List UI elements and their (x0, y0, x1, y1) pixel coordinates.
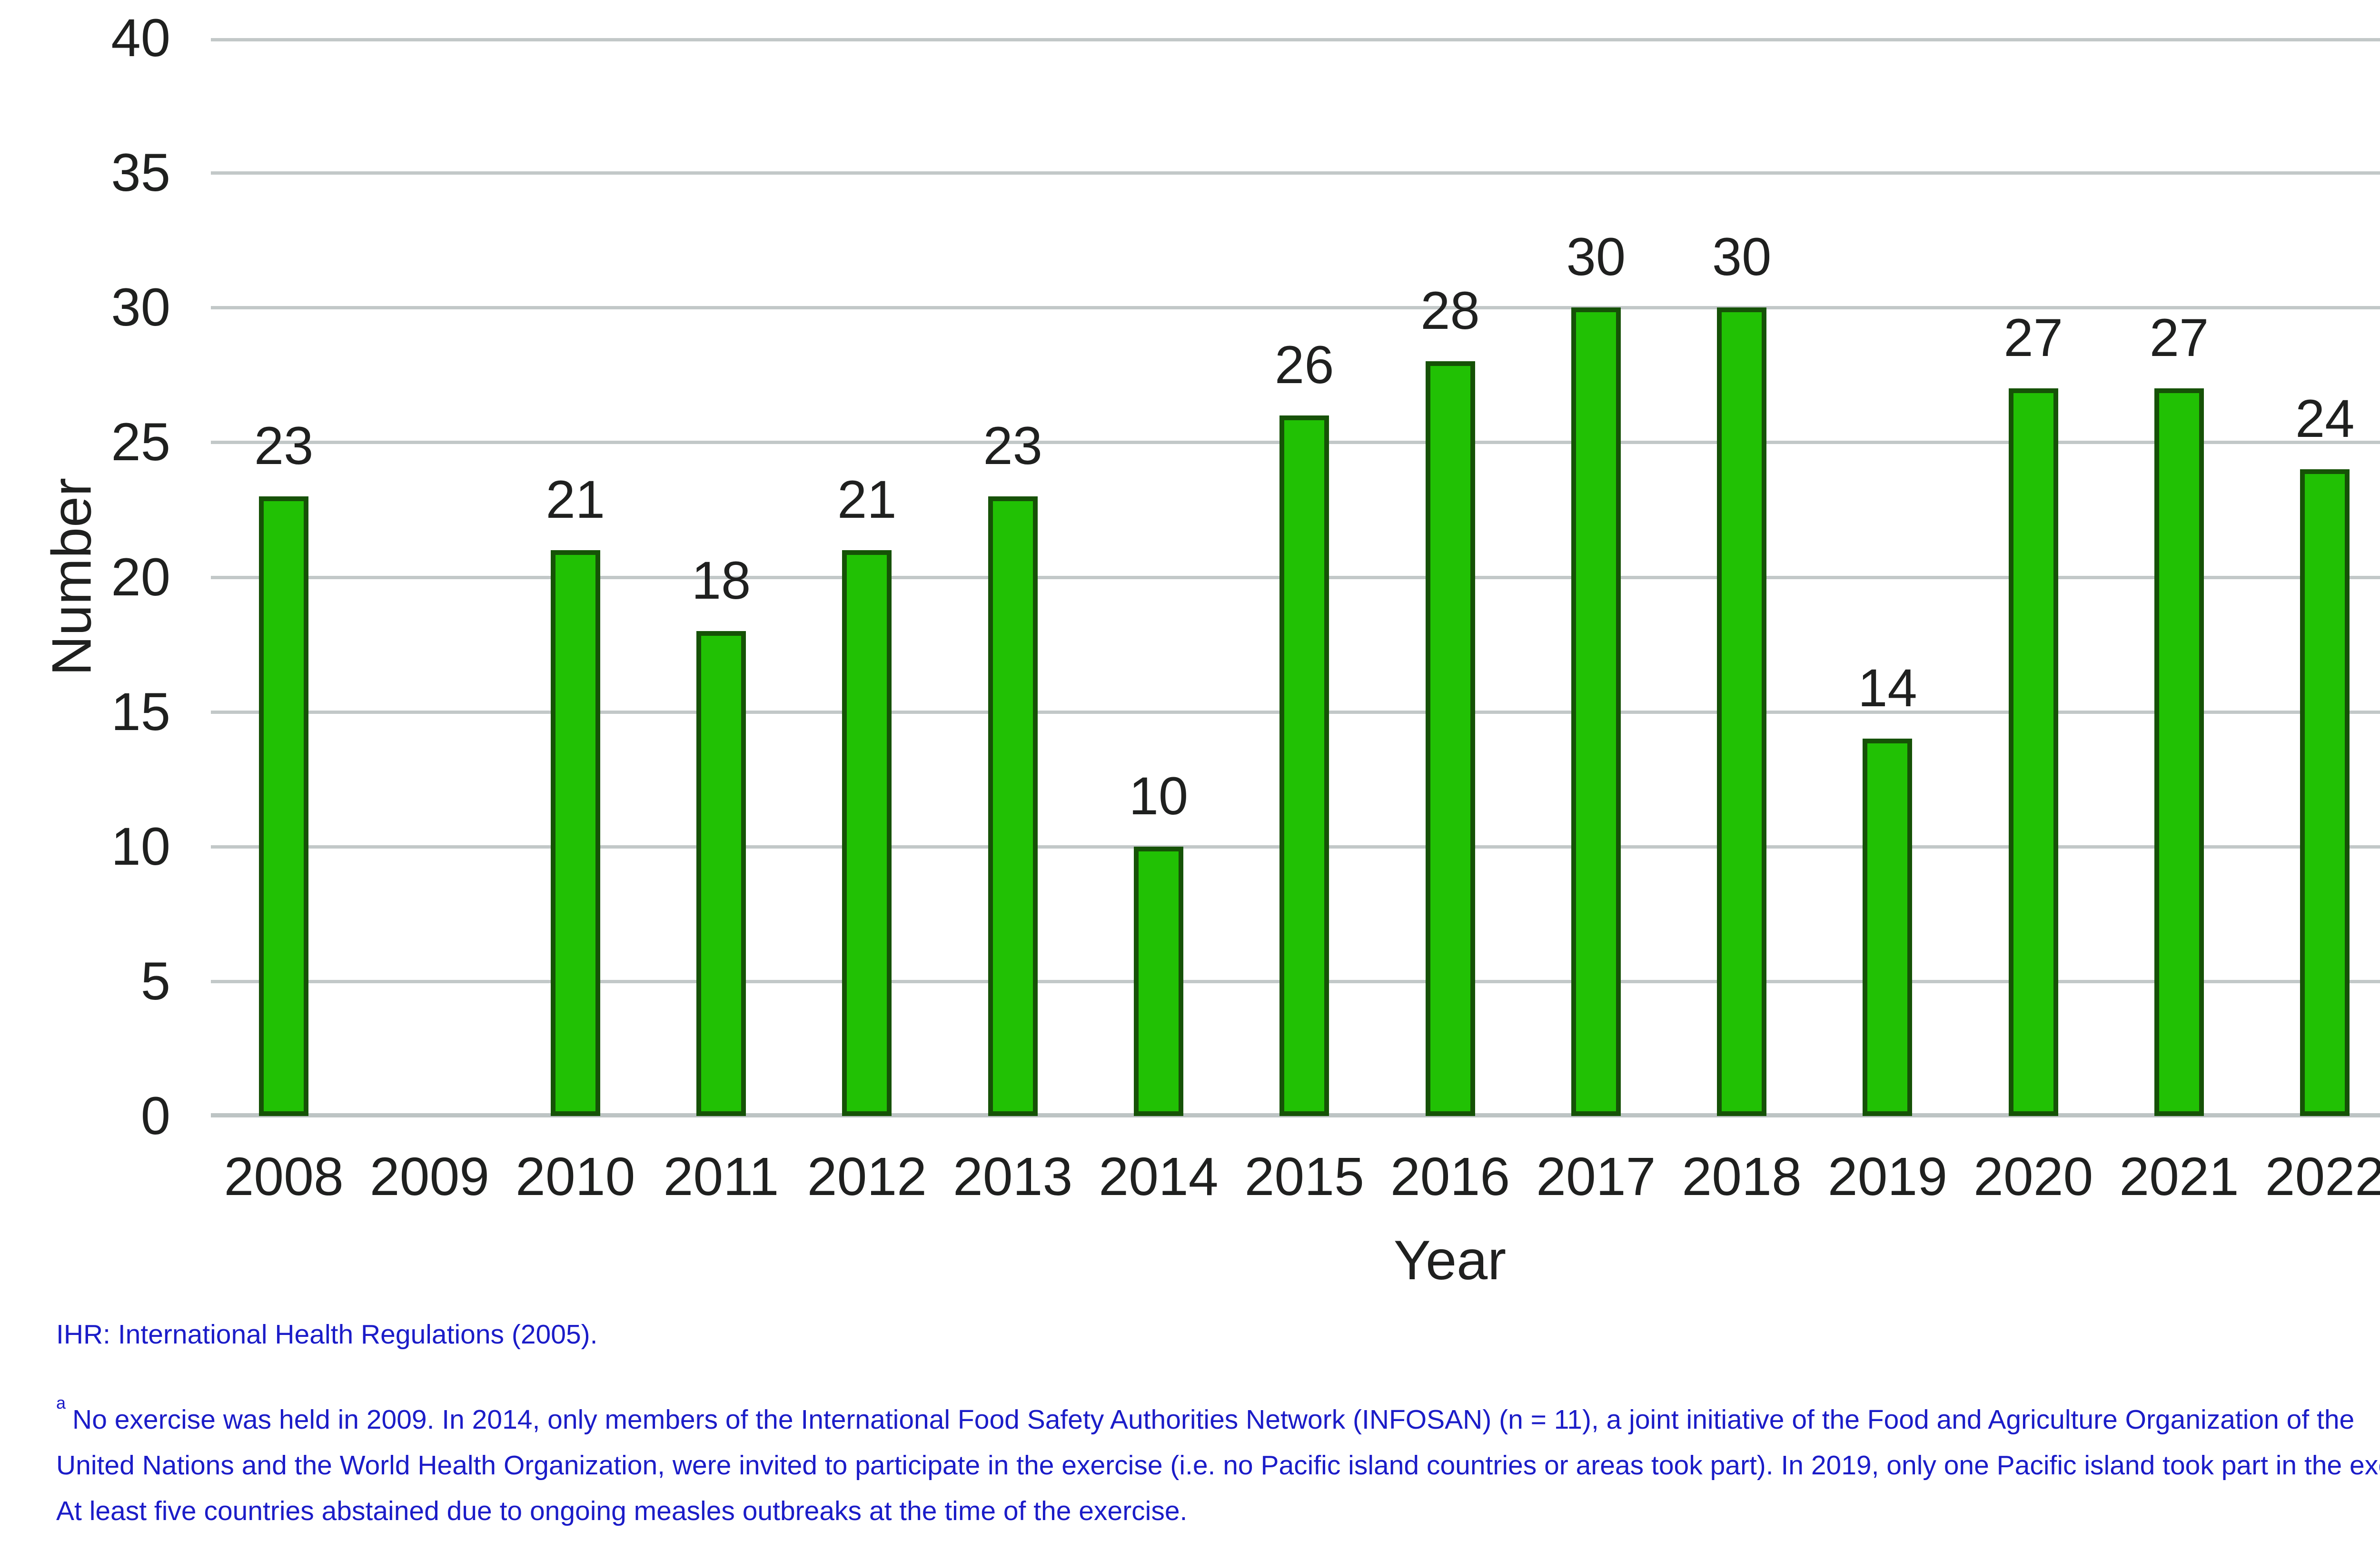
slot-2014: 10 (1086, 38, 1231, 1116)
y-tick-label-20: 20 (111, 547, 170, 607)
x-tick-label-2010: 2010 (516, 1146, 635, 1206)
x-tick-label-2019: 2019 (1827, 1146, 1948, 1206)
bar-2011 (696, 631, 746, 1116)
slot-2019: 14 (1815, 38, 1960, 1116)
bar-2019 (1863, 739, 1913, 1116)
slot-2018: 30 (1669, 38, 1815, 1116)
bar-2018 (1717, 307, 1767, 1116)
bar-2013 (988, 496, 1038, 1116)
value-label-2015: 26 (1274, 335, 1334, 395)
y-tick-label-0: 0 (140, 1086, 170, 1146)
bar-2015 (1279, 415, 1329, 1116)
y-tick-label-15: 15 (111, 682, 170, 741)
slot-2008: 23 (211, 38, 357, 1116)
slot-2015: 26 (1231, 38, 1377, 1116)
value-label-2014: 10 (1129, 766, 1189, 826)
bar-2020 (2008, 388, 2058, 1116)
x-tick-label-2013: 2013 (952, 1146, 1073, 1206)
footnotes: IHR: International Health Regulations (2… (56, 1317, 2380, 1534)
bar-slots: 23211821231026283030142727243335 (211, 38, 2380, 1116)
value-label-2018: 30 (1712, 227, 1772, 286)
bar-2008 (259, 496, 309, 1116)
value-label-2008: 23 (254, 416, 314, 475)
slot-2011: 18 (648, 38, 794, 1116)
y-tick-label-25: 25 (111, 412, 170, 472)
slot-2017: 30 (1523, 38, 1669, 1116)
value-label-2022: 24 (2295, 389, 2355, 448)
bar-2012 (842, 550, 892, 1116)
x-tick-label-2015: 2015 (1244, 1146, 1364, 1206)
footnote-line-2: United Nations and the World Health Orga… (56, 1450, 2380, 1481)
slot-2021: 27 (2106, 38, 2252, 1116)
x-tick-label-2016: 2016 (1390, 1146, 1510, 1206)
plot-area: 23211821231026283030142727243335 (211, 38, 2380, 1117)
x-tick-label-2012: 2012 (807, 1146, 927, 1206)
y-tick-label-10: 10 (111, 817, 170, 876)
value-label-2021: 27 (2149, 308, 2209, 367)
slot-2012: 21 (794, 38, 940, 1116)
x-tick-label-2018: 2018 (1682, 1146, 1802, 1206)
y-tick-label-30: 30 (111, 277, 170, 337)
y-tick-label-40: 40 (111, 8, 170, 68)
value-label-2011: 18 (691, 551, 751, 610)
footnote-line-3: At least five countries abstained due to… (56, 1496, 1188, 1526)
bar-2022 (2300, 469, 2350, 1116)
bar-2014 (1133, 847, 1183, 1116)
y-tick-label-35: 35 (111, 143, 170, 202)
gridline-30 (211, 306, 2380, 309)
abbreviation-note: IHR: International Health Regulations (2… (56, 1319, 598, 1350)
gridline-40 (211, 38, 2380, 41)
x-tick-label-2011: 2011 (663, 1146, 779, 1206)
x-tick-label-2008: 2008 (224, 1146, 344, 1206)
x-tick-label-2014: 2014 (1099, 1146, 1219, 1206)
bar-2021 (2154, 388, 2204, 1116)
slot-2013: 23 (940, 38, 1085, 1116)
footnote-text-1: No exercise was held in 2009. In 2014, o… (72, 1404, 2355, 1435)
x-tick-label-2021: 2021 (2119, 1146, 2239, 1206)
x-tick-label-2022: 2022 (2265, 1146, 2380, 1206)
bar-2010 (550, 550, 600, 1116)
value-label-2017: 30 (1566, 227, 1626, 286)
value-label-2012: 21 (837, 470, 897, 529)
footnote-marker: a (56, 1393, 66, 1413)
x-axis-tick-labels: 2008 2009 2010 2011 2012 2013 2014 2015 2016 2017… (211, 1148, 2380, 1205)
gridline-35 (211, 171, 2380, 175)
bar-2017 (1571, 307, 1621, 1116)
value-label-2019: 14 (1858, 658, 1917, 718)
value-label-2016: 28 (1420, 281, 1480, 340)
slot-2020: 27 (1961, 38, 2106, 1116)
bar-2016 (1425, 361, 1475, 1116)
slot-2016: 28 (1377, 38, 1523, 1116)
value-label-2010: 21 (545, 470, 605, 529)
footnote-a: a No exercise was held in 2009. In 2014, … (56, 1391, 2380, 1534)
value-label-2013: 23 (983, 416, 1042, 475)
x-axis-title: Year (1393, 1229, 1507, 1291)
slot-2010: 21 (503, 38, 648, 1116)
x-tick-label-2020: 2020 (1973, 1146, 2093, 1206)
slot-2009 (357, 38, 502, 1116)
x-tick-label-2017: 2017 (1536, 1146, 1656, 1206)
slot-2022: 24 (2252, 38, 2380, 1116)
y-tick-label-5: 5 (140, 951, 170, 1011)
value-label-2020: 27 (2003, 308, 2063, 367)
footnote-line-1: a No exercise was held in 2009. In 2014, … (56, 1391, 2380, 1442)
x-tick-label-2009: 2009 (369, 1146, 490, 1206)
